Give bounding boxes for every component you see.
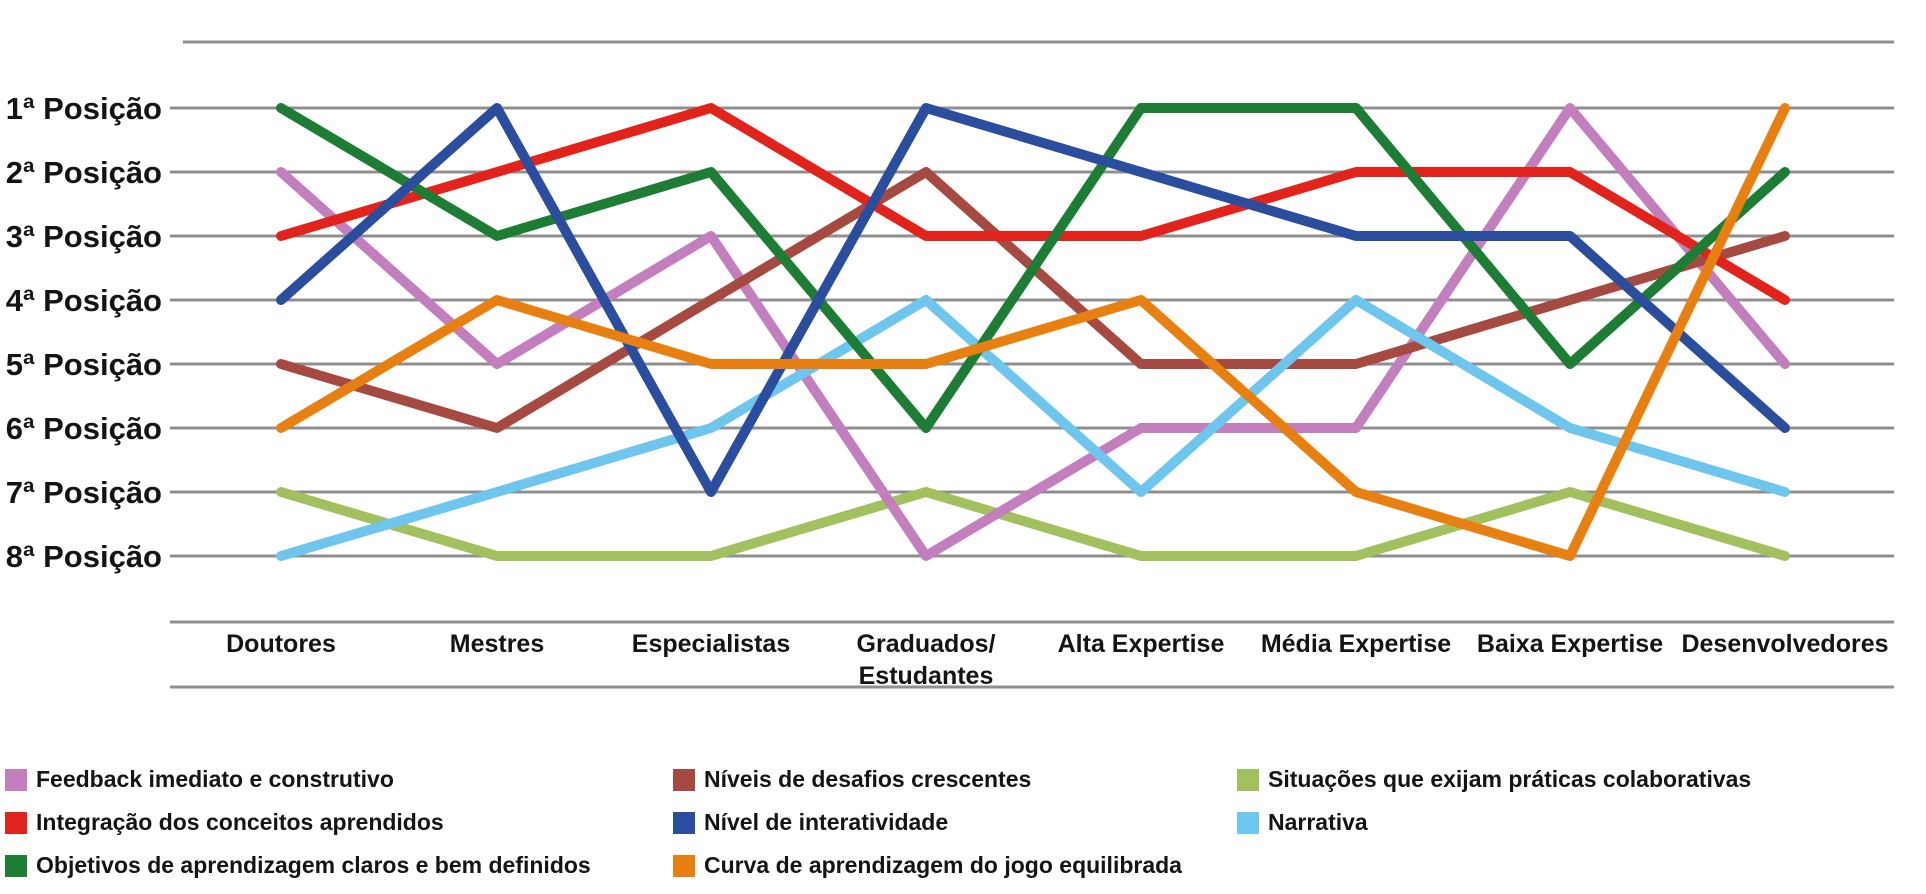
x-axis-label: Desenvolvedores bbox=[1681, 630, 1888, 658]
legend-label: Objetivos de aprendizagem claros e bem d… bbox=[36, 852, 591, 878]
legend-swatch bbox=[5, 811, 27, 834]
y-axis-label: 3ª Posição bbox=[6, 219, 162, 254]
legend-item: Curva de aprendizagem do jogo equilibrad… bbox=[673, 844, 1182, 887]
legend-label: Narrativa bbox=[1268, 809, 1368, 835]
bump-chart: 1ª Posição 2ª Posição 3ª Posição 4ª Posição… bbox=[6, 40, 1894, 690]
legend-swatch bbox=[673, 811, 695, 834]
series-line-7 bbox=[276, 487, 1790, 561]
legend-item: Situações que exijam práticas colaborati… bbox=[1237, 758, 1751, 801]
legend-label: Níveis de desafios crescentes bbox=[704, 766, 1032, 792]
legend-item: Integração dos conceitos aprendidos bbox=[5, 801, 591, 844]
y-axis-label: 2ª Posição bbox=[6, 155, 162, 190]
series-line-5 bbox=[276, 103, 1790, 497]
legend-label: Integração dos conceitos aprendidos bbox=[36, 809, 444, 835]
series-line-1 bbox=[276, 103, 1790, 561]
series-line-6 bbox=[276, 103, 1790, 561]
legend-swatch bbox=[1237, 768, 1259, 791]
x-axis-label: Baixa Expertise bbox=[1477, 630, 1663, 658]
legend-item: Narrativa bbox=[1237, 801, 1751, 844]
legend-item: Níveis de desafios crescentes bbox=[673, 758, 1182, 801]
legend-swatch bbox=[1237, 811, 1259, 834]
legend-item: Feedback imediato e construtivo bbox=[5, 758, 591, 801]
series-line-2 bbox=[276, 103, 1790, 305]
series-line-8 bbox=[276, 295, 1790, 561]
legend-swatch bbox=[673, 854, 695, 877]
legend-label: Feedback imediato e construtivo bbox=[36, 766, 394, 792]
y-axis-label: 4ª Posição bbox=[6, 283, 162, 318]
x-axis-label: Graduados/Estudantes bbox=[857, 630, 996, 690]
legend-item: Objetivos de aprendizagem claros e bem d… bbox=[5, 844, 591, 887]
y-axis-label: 5ª Posição bbox=[6, 347, 162, 382]
x-axis-label: Alta Expertise bbox=[1058, 630, 1225, 658]
legend-swatch bbox=[5, 854, 27, 877]
legend-swatch bbox=[673, 768, 695, 791]
legend-label: Nível de interatividade bbox=[704, 809, 949, 835]
series-line-3 bbox=[276, 103, 1790, 433]
y-axis-label: 1ª Posição bbox=[6, 91, 162, 126]
y-axis-label: 7ª Posição bbox=[6, 475, 162, 510]
y-axis-label: 8ª Posição bbox=[6, 539, 162, 574]
legend-column: Feedback imediato e construtivo Integraçã… bbox=[5, 758, 591, 887]
y-axis-label: 6ª Posição bbox=[6, 411, 162, 446]
legend-column: Situações que exijam práticas colaborati… bbox=[1237, 758, 1751, 844]
legend-column: Níveis de desafios crescentes Nível de in… bbox=[673, 758, 1182, 887]
x-axis-label: Mestres bbox=[450, 630, 545, 658]
legend-label: Curva de aprendizagem do jogo equilibrad… bbox=[704, 852, 1182, 878]
x-axis-label: Doutores bbox=[226, 630, 336, 658]
legend-swatch bbox=[5, 768, 27, 791]
legend-item: Nível de interatividade bbox=[673, 801, 1182, 844]
legend-label: Situações que exijam práticas colaborati… bbox=[1268, 766, 1752, 792]
x-axis-label: Média Expertise bbox=[1261, 630, 1451, 658]
x-axis-label: Especialistas bbox=[632, 630, 790, 658]
